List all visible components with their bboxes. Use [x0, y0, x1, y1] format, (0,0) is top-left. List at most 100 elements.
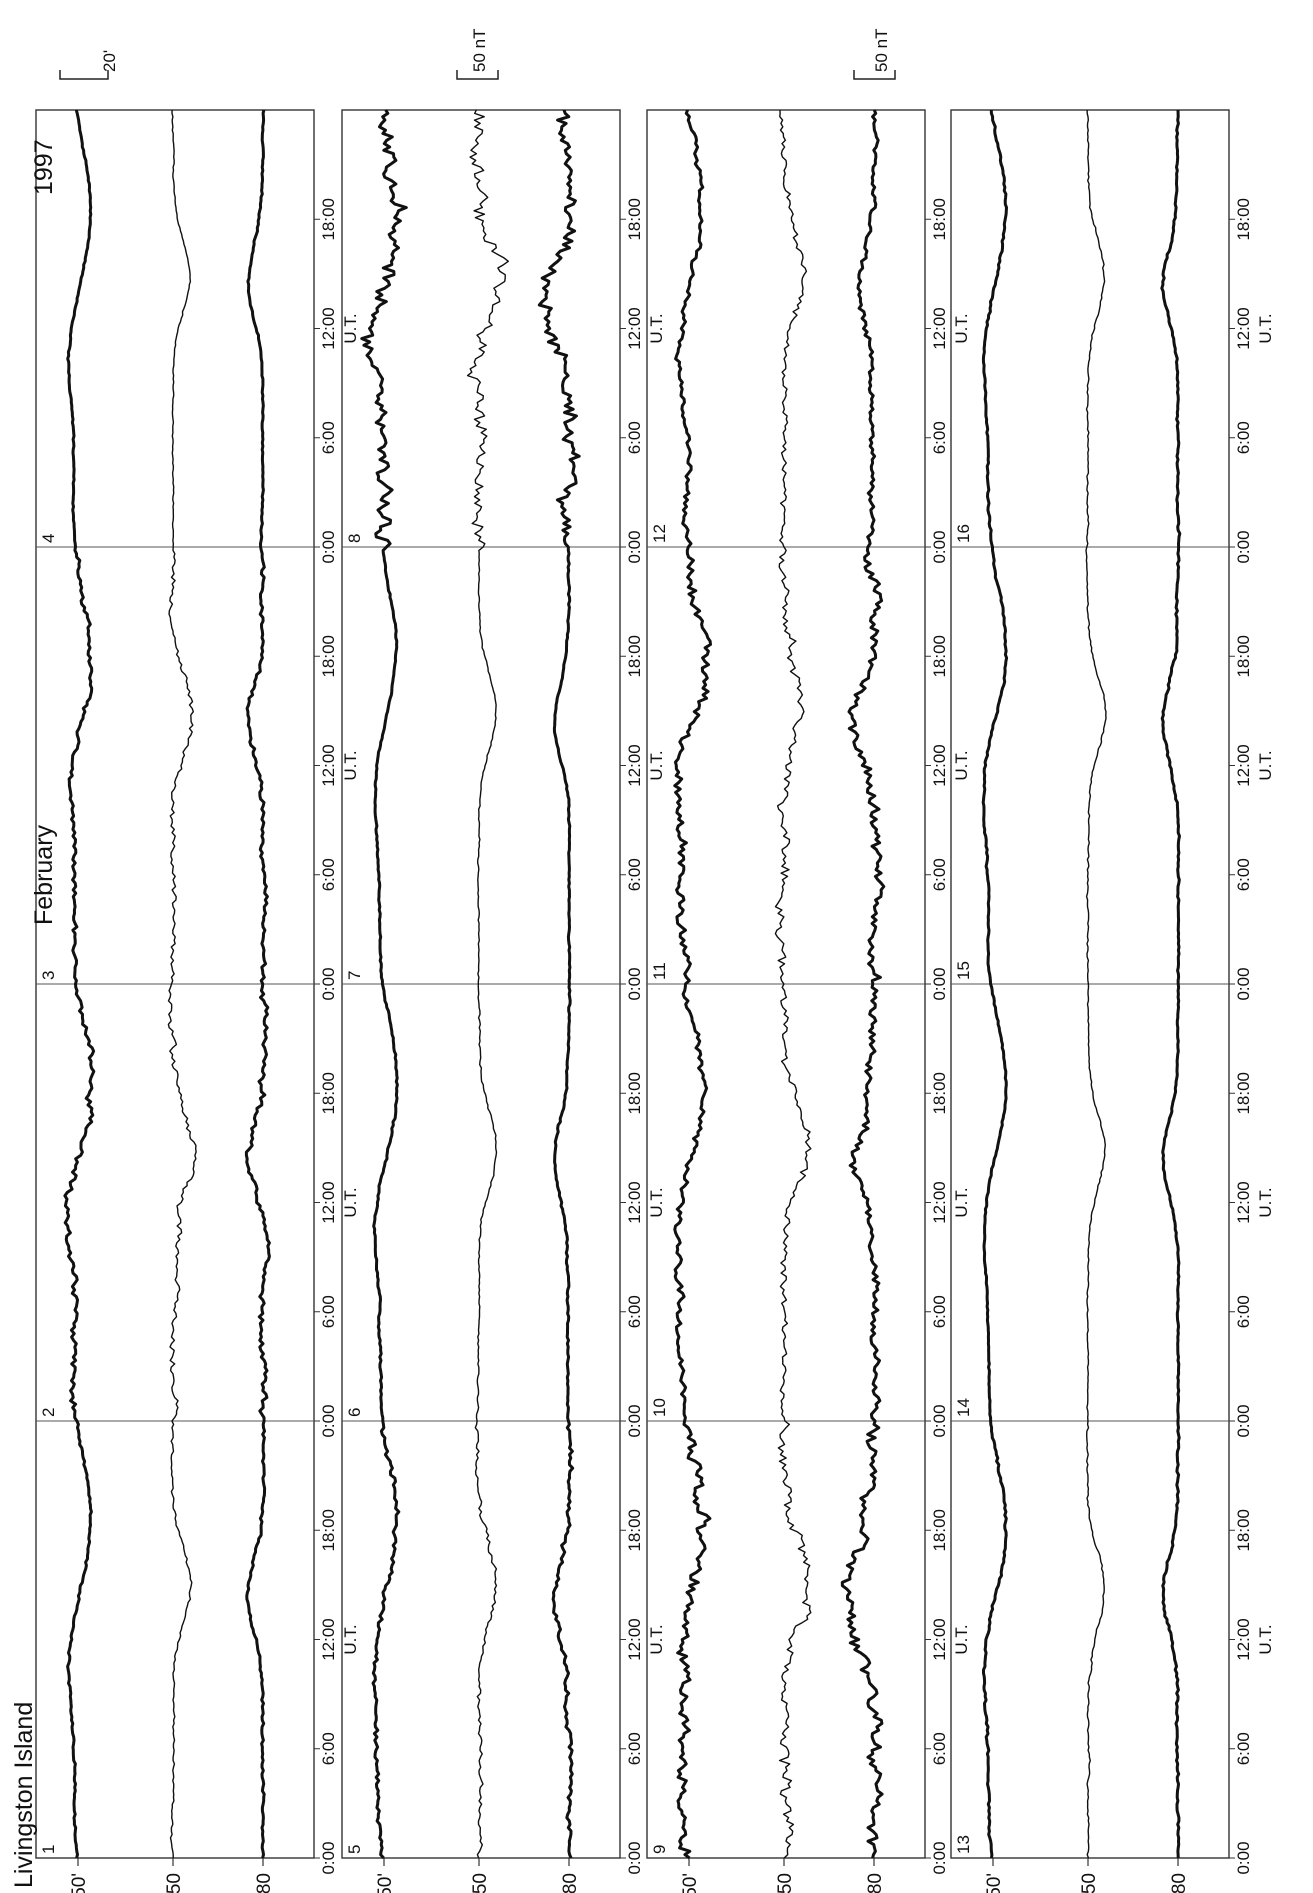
time-tick-label: 18:00 — [1234, 1509, 1253, 1552]
panel-4: 13 14 15 16 D 14° 50' H 20550 Z -30080 0:00 6:00… — [950, 109, 1275, 1893]
time-tick-label: 0:00 — [1234, 1404, 1253, 1437]
series-axis-label: H 20550 — [164, 1873, 185, 1893]
time-axis-label: U.T. — [952, 750, 971, 780]
day-number-label: 10 — [650, 1398, 669, 1417]
day-number-label: 1 — [39, 1845, 58, 1854]
day-number-label: 8 — [345, 534, 364, 543]
series-axis-label: D 14° 50' — [69, 1873, 90, 1893]
time-tick-label: 6:00 — [319, 1732, 338, 1765]
time-tick-label: 6:00 — [319, 1295, 338, 1328]
time-tick-label: 0:00 — [319, 530, 338, 563]
rotated-labels: Livingston Island February 1997 20' 50 n… — [10, 29, 891, 1888]
time-axis-label: U.T. — [341, 313, 360, 343]
trace-z — [840, 109, 886, 1859]
trace-h — [1085, 109, 1107, 1859]
trace-z — [537, 109, 581, 1859]
time-tick-label: 18:00 — [930, 1509, 949, 1552]
trace-z — [1160, 109, 1182, 1859]
day-number-label: 6 — [345, 1408, 364, 1417]
time-tick-label: 0:00 — [930, 1841, 949, 1874]
time-tick-label: 12:00 — [319, 307, 338, 350]
trace-h — [466, 109, 509, 1859]
time-tick-label: 18:00 — [319, 635, 338, 678]
time-axis-label: U.T. — [1256, 313, 1275, 343]
time-tick-label: 0:00 — [930, 967, 949, 1000]
time-tick-label: 12:00 — [930, 744, 949, 787]
day-number-label: 16 — [954, 524, 973, 543]
time-tick-label: 12:00 — [1234, 1181, 1253, 1224]
time-tick-label: 6:00 — [1234, 421, 1253, 454]
trace-h — [167, 109, 197, 1858]
time-tick-label: 18:00 — [319, 1072, 338, 1115]
time-tick-label: 0:00 — [930, 1404, 949, 1437]
time-tick-label: 6:00 — [930, 421, 949, 454]
time-tick-label: 12:00 — [319, 1181, 338, 1224]
time-tick-label: 6:00 — [319, 421, 338, 454]
time-axis-label: U.T. — [341, 1624, 360, 1654]
time-axis-label: U.T. — [341, 1187, 360, 1217]
day-number-label: 14 — [954, 1398, 973, 1417]
time-tick-label: 0:00 — [319, 1404, 338, 1437]
series-axis-label: H 20550 — [775, 1873, 796, 1893]
d-scale-bar — [59, 70, 109, 80]
time-tick-label: 6:00 — [625, 858, 644, 891]
series-axis-label: Z -30080 — [560, 1873, 581, 1893]
time-tick-label: 12:00 — [1234, 744, 1253, 787]
time-tick-label: 18:00 — [625, 1509, 644, 1552]
day-number-label: 9 — [650, 1845, 669, 1854]
trace-d — [673, 109, 712, 1860]
time-tick-label: 6:00 — [930, 858, 949, 891]
time-tick-label: 12:00 — [930, 307, 949, 350]
time-axis-label: U.T. — [647, 1624, 666, 1654]
time-tick-label: 0:00 — [319, 1841, 338, 1874]
time-axis-label: U.T. — [1256, 1624, 1275, 1654]
day-number-label: 7 — [345, 971, 364, 980]
time-tick-label: 6:00 — [625, 1732, 644, 1765]
panel-1: 1 2 3 4 D 14° 50' H 20550 Z -30080 0:00 6:00 12:0… — [35, 109, 360, 1893]
day-number-label: 15 — [954, 961, 973, 980]
day-number-label: 12 — [650, 524, 669, 543]
time-tick-label: 0:00 — [930, 530, 949, 563]
time-axis-label: U.T. — [647, 1187, 666, 1217]
time-tick-label: 12:00 — [319, 744, 338, 787]
time-tick-label: 6:00 — [930, 1295, 949, 1328]
station-title: Livingston Island — [10, 1702, 38, 1888]
time-tick-label: 18:00 — [1234, 198, 1253, 241]
time-tick-label: 12:00 — [319, 1618, 338, 1661]
z-scale-label: 50 nT — [872, 29, 891, 72]
scale-bars — [59, 70, 896, 80]
time-tick-label: 0:00 — [1234, 530, 1253, 563]
time-axis-label: U.T. — [341, 750, 360, 780]
time-tick-label: 12:00 — [1234, 1618, 1253, 1661]
time-tick-label: 0:00 — [1234, 1841, 1253, 1874]
series-axis-label: Z -30080 — [254, 1873, 275, 1893]
time-axis-label: U.T. — [1256, 1187, 1275, 1217]
time-tick-label: 12:00 — [930, 1181, 949, 1224]
trace-z — [244, 109, 271, 1859]
day-number-label: 3 — [39, 971, 58, 980]
time-tick-label: 12:00 — [1234, 307, 1253, 350]
time-axis-label: U.T. — [647, 313, 666, 343]
day-number-label: 5 — [345, 1845, 364, 1854]
time-tick-label: 18:00 — [930, 198, 949, 241]
time-tick-label: 0:00 — [625, 1841, 644, 1874]
trace-d — [360, 109, 408, 1860]
time-tick-label: 0:00 — [625, 1404, 644, 1437]
series-axis-label: D 14° 50' — [680, 1873, 701, 1893]
time-axis-label: U.T. — [647, 750, 666, 780]
day-number-label: 4 — [39, 534, 58, 543]
time-tick-label: 6:00 — [1234, 1732, 1253, 1765]
time-tick-label: 6:00 — [1234, 1295, 1253, 1328]
panels-group: 1234D 14° 50'H 20550Z -300800:006:0012:0… — [35, 109, 1275, 1893]
year-title: 1997 — [30, 139, 58, 195]
day-number-label: 2 — [39, 1408, 58, 1417]
time-tick-label: 0:00 — [1234, 967, 1253, 1000]
time-axis-label: U.T. — [952, 1187, 971, 1217]
time-tick-label: 6:00 — [625, 421, 644, 454]
h-scale-bar — [456, 70, 499, 80]
time-tick-label: 12:00 — [625, 744, 644, 787]
time-tick-label: 18:00 — [1234, 1072, 1253, 1115]
time-tick-label: 12:00 — [625, 1618, 644, 1661]
series-axis-label: D 14° 50' — [375, 1873, 396, 1893]
series-axis-label: Z -30080 — [865, 1873, 886, 1893]
